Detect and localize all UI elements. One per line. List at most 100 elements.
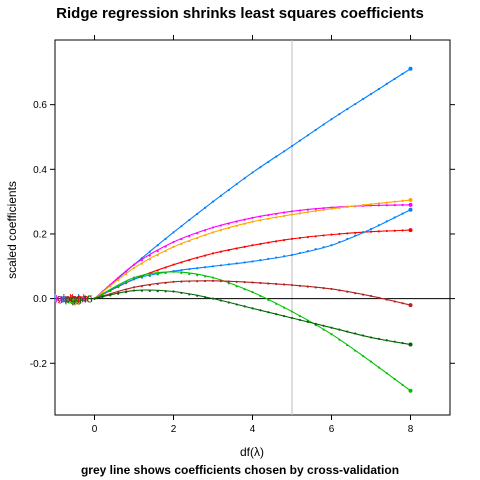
series-point bbox=[125, 272, 128, 276]
series-point bbox=[322, 208, 325, 212]
series-point bbox=[101, 295, 104, 299]
series-point bbox=[156, 254, 159, 257]
series-point bbox=[117, 279, 120, 282]
series-point bbox=[204, 266, 207, 269]
series-point bbox=[243, 245, 246, 248]
series-point bbox=[369, 228, 373, 231]
series-point bbox=[219, 229, 222, 232]
series-point bbox=[227, 249, 230, 252]
series-point bbox=[180, 271, 183, 275]
series-point bbox=[196, 280, 199, 283]
series-point bbox=[393, 200, 396, 203]
series-point bbox=[180, 261, 183, 264]
series-point bbox=[290, 210, 294, 213]
series-point bbox=[204, 229, 207, 232]
series-point bbox=[125, 288, 128, 291]
series-point bbox=[283, 306, 286, 309]
series-point bbox=[314, 235, 317, 238]
series-end-point bbox=[408, 198, 413, 203]
series-point bbox=[267, 160, 270, 164]
series-point bbox=[377, 204, 380, 207]
series-point bbox=[196, 237, 199, 240]
series-point bbox=[322, 246, 325, 249]
series-point bbox=[322, 207, 325, 210]
series-point bbox=[219, 280, 222, 283]
series-point bbox=[330, 118, 333, 121]
series-point bbox=[188, 259, 191, 262]
series-point bbox=[204, 254, 207, 257]
series-point bbox=[275, 155, 278, 158]
series-point bbox=[346, 290, 349, 293]
variable-label: lcp bbox=[64, 296, 77, 307]
series-point bbox=[275, 212, 278, 216]
series-point bbox=[227, 263, 230, 266]
series-point bbox=[196, 232, 199, 235]
series-point bbox=[393, 340, 396, 343]
series-point bbox=[362, 231, 365, 234]
series-point bbox=[306, 249, 309, 253]
series-point bbox=[196, 256, 199, 259]
series-point bbox=[164, 271, 167, 275]
series-point bbox=[172, 280, 175, 283]
series-point bbox=[148, 250, 151, 253]
series-point bbox=[314, 128, 317, 132]
series-point bbox=[362, 334, 365, 337]
series-point bbox=[298, 284, 301, 287]
series-point bbox=[196, 212, 199, 216]
y-axis-label: scaled coefficients bbox=[5, 181, 19, 279]
series-point bbox=[385, 201, 388, 204]
series-point bbox=[322, 328, 325, 331]
series-point bbox=[125, 280, 128, 283]
series-point bbox=[211, 252, 215, 255]
series-point bbox=[101, 291, 104, 294]
series-point bbox=[362, 204, 365, 207]
series-point bbox=[283, 255, 286, 258]
series-point bbox=[156, 282, 159, 286]
series-point bbox=[377, 337, 380, 340]
series-point bbox=[164, 290, 167, 293]
series-point bbox=[132, 263, 136, 266]
series-point bbox=[338, 113, 341, 116]
series-point bbox=[298, 318, 301, 322]
series-point bbox=[243, 261, 246, 264]
series-point bbox=[132, 289, 136, 292]
series-point bbox=[132, 266, 136, 270]
series-point bbox=[148, 258, 151, 261]
series-point bbox=[235, 224, 238, 228]
series-point bbox=[338, 206, 341, 209]
series-point bbox=[156, 249, 159, 253]
series-point bbox=[164, 266, 167, 269]
series-point bbox=[251, 216, 254, 219]
series-point bbox=[93, 297, 96, 300]
series-point bbox=[354, 231, 357, 234]
series-point bbox=[243, 177, 246, 180]
series-point bbox=[140, 259, 143, 262]
series-point bbox=[251, 244, 254, 247]
series-point bbox=[362, 293, 365, 296]
series-point bbox=[354, 332, 357, 335]
x-axis-label: df(λ) bbox=[240, 445, 264, 459]
series-end-point bbox=[408, 66, 413, 71]
series-point bbox=[251, 220, 254, 223]
series-point bbox=[148, 254, 151, 257]
series-point bbox=[211, 200, 215, 203]
series-point bbox=[109, 289, 112, 292]
series-point bbox=[156, 244, 159, 247]
series-point bbox=[219, 250, 222, 253]
series-point bbox=[204, 234, 207, 237]
series-point bbox=[235, 285, 238, 288]
series-point bbox=[140, 275, 143, 278]
series-point bbox=[180, 269, 183, 272]
y-tick-label: 0.4 bbox=[33, 165, 47, 176]
series-point bbox=[251, 291, 254, 294]
series-point bbox=[251, 281, 254, 284]
series-point bbox=[385, 298, 388, 301]
series-point bbox=[211, 276, 215, 279]
series-point bbox=[322, 287, 325, 290]
series-end-point bbox=[408, 303, 413, 308]
series-point bbox=[204, 296, 207, 299]
series-point bbox=[180, 238, 183, 241]
series-point bbox=[188, 293, 191, 296]
series-point bbox=[275, 313, 278, 316]
